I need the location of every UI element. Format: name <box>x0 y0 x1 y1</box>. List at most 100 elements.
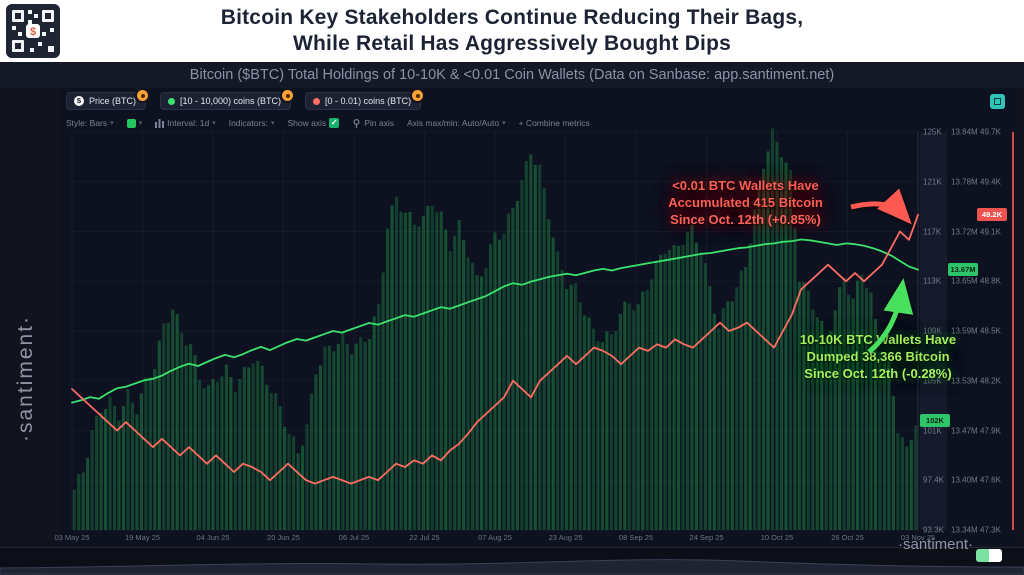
y-axis-tick-label: 13.47M <box>951 426 978 435</box>
x-axis-tick-label: 03 Nov 25 <box>900 533 936 542</box>
annotation-whale-dump: 10-10K BTC Wallets Have Dumped 38,366 Bi… <box>782 331 974 382</box>
x-axis-tick-label: 24 Sep 25 <box>689 533 724 542</box>
red-axis-accent-line[interactable] <box>1012 132 1014 530</box>
price-last-value-badge: 102K <box>920 414 950 428</box>
y-axis-tick-label: 48.2K <box>980 376 1001 386</box>
chart-canvas-background <box>62 88 1016 545</box>
show-axis-label: Show axis <box>287 118 327 128</box>
y-axis-tick-label: 49.4K <box>980 177 1001 187</box>
green-series-dot-icon <box>168 97 175 105</box>
alert-badge-icon[interactable] <box>280 88 296 103</box>
annotation-red-line1: <0.01 BTC Wallets Have <box>672 178 819 193</box>
axis-maxmin-dropdown[interactable]: Axis max/min: Auto/Auto ▾ <box>407 118 506 128</box>
annotation-retail-accumulation: <0.01 BTC Wallets Have Accumulated 415 B… <box>643 177 848 228</box>
y-axis-tick-label: 48.5K <box>980 326 1001 336</box>
x-axis-tick-label: 23 Aug 25 <box>548 533 583 542</box>
show-axis-toggle[interactable]: Show axis ✓ <box>287 118 340 128</box>
x-axis-tick-label: 07 Aug 25 <box>478 533 512 542</box>
scrubber-minimap <box>0 559 1024 575</box>
chart-toolbar: Style: Bars ▾ ▾ Interval: 1d ▾ Indicators:… <box>66 118 590 128</box>
interval-dropdown[interactable]: Interval: 1d ▾ <box>155 118 216 128</box>
x-axis-tick-label: 10 Oct 25 <box>760 533 794 542</box>
chevron-down-icon: ▾ <box>270 120 275 127</box>
y-axis-tick-label: 13.65M <box>951 276 978 286</box>
chevron-down-icon: ▾ <box>110 120 114 127</box>
y-axis-tick-label: 13.34M <box>951 525 978 535</box>
dollar-coin-icon: $ <box>74 96 84 106</box>
santiment-watermark-vertical: ·santiment· <box>14 314 37 442</box>
chart-subtitle: Bitcoin ($BTC) Total Holdings of 10-10K … <box>0 62 1024 88</box>
axis-maxmin-label: Axis max/min: Auto/Auto <box>406 118 500 128</box>
y-axis-tick-label: 47.6K <box>980 475 1001 485</box>
red-series-dot-icon <box>313 97 321 105</box>
indicators-dropdown[interactable]: Indicators: ▾ <box>229 118 275 128</box>
y-axis-tick-label: 121K <box>923 177 942 187</box>
legend-chip-lt-001[interactable]: [0 - 0.01) coins (BTC) <box>305 88 426 110</box>
combine-metrics-label: + Combine metrics <box>518 118 590 128</box>
x-axis-tick-label: 03 May 25 <box>54 533 90 542</box>
x-axis-tick-label: 22 Jul 25 <box>409 533 440 542</box>
pin-icon <box>353 118 360 128</box>
chevron-down-icon: ▾ <box>502 120 506 127</box>
y-axis-tick-label: 13.53M <box>951 376 978 386</box>
alert-badge-icon[interactable] <box>135 88 150 103</box>
y-axis-tick-label: 113K <box>923 276 942 286</box>
x-axis-tick-label: 04 Jun 25 <box>196 533 230 542</box>
style-label: Style: Bars <box>66 118 108 128</box>
x-axis-tick-label: 08 Sep 25 <box>618 533 654 542</box>
header-bar: $ Bitcoin Key Stakeholders Continue Redu… <box>0 0 1024 62</box>
y-axis-tick-label: 49.7K <box>980 127 1001 137</box>
y-axis-tick-label: 109K <box>923 326 942 336</box>
legend-chip-10-10k-label: [10 - 10,000) coins (BTC) <box>180 96 282 106</box>
annotation-red-line3: Since Oct. 12th (+0.85%) <box>670 212 821 227</box>
chevron-down-icon: ▾ <box>138 120 143 127</box>
scrubber-handle[interactable] <box>976 549 1002 562</box>
pin-axis-label: Pin axis <box>364 118 394 128</box>
y-axis-tick-label: 13.84M <box>951 127 978 137</box>
indicators-label: Indicators: <box>228 118 268 128</box>
annotation-red-line2: Accumulated 415 Bitcoin <box>668 195 823 210</box>
annotation-green-line2: Dumped 38,366 Bitcoin <box>806 349 950 364</box>
interval-label: Interval: 1d <box>167 118 210 128</box>
holdings-lt-001-last-value-badge: 49.2K <box>977 208 1007 222</box>
x-axis-tick-label: 06 Jul 25 <box>338 533 370 542</box>
y-axis-tick-label: 117K <box>923 227 942 236</box>
x-axis-tick-label: 20 Jun 25 <box>267 533 300 542</box>
y-axis-tick-label: 13.40M <box>951 475 978 485</box>
y-axis-tick-label: 48.8K <box>980 276 1001 286</box>
style-dropdown[interactable]: Style: Bars ▾ <box>66 118 114 128</box>
y-axis-tick-label: 97.4K <box>923 475 944 485</box>
annotation-green-line3: Since Oct. 12th (-0.28%) <box>804 366 952 381</box>
y-axis-tick-label: 105K <box>923 376 942 386</box>
y-axis-tick-label: 13.78M <box>951 177 978 187</box>
y-axis-tick-label: 13.72M <box>951 227 978 236</box>
price-axis-highlight <box>920 132 947 530</box>
combine-metrics-button[interactable]: + Combine metrics <box>519 118 590 128</box>
x-axis-tick-label: 19 May 25 <box>124 533 161 542</box>
legend-chip-10-10k[interactable]: [10 - 10,000) coins (BTC) <box>160 88 296 110</box>
y-axis-tick-label: 125K <box>923 127 942 137</box>
santiment-watermark-bottom: ·santiment· <box>898 536 974 553</box>
x-axis-tick-label: 26 Oct 25 <box>831 533 864 542</box>
legend-chip-lt-001-label: [0 - 0.01) coins (BTC) <box>325 96 412 106</box>
legend-chip-price[interactable]: $ Price (BTC) <box>66 88 150 110</box>
color-swatch-picker[interactable]: ▾ <box>126 118 143 128</box>
expand-chart-icon[interactable] <box>990 94 1005 109</box>
legend-chip-price-label: Price (BTC) <box>89 96 136 106</box>
checkbox-checked-icon[interactable]: ✓ <box>329 118 340 128</box>
y-axis-tick-label: 47.3K <box>980 525 1001 535</box>
y-axis-tick-label: 47.9K <box>980 426 1001 435</box>
holdings-10-10k-last-value-badge: 13.67M <box>948 263 978 277</box>
timeline-scrubber[interactable] <box>0 547 1024 575</box>
page-title-line2: While Retail Has Aggressively Bought Dip… <box>292 32 731 55</box>
page-title-line1: Bitcoin Key Stakeholders Continue Reduci… <box>220 6 804 29</box>
metric-legend: $ Price (BTC) [10 - 10,000) coins (BTC) … <box>66 88 426 110</box>
y-axis-tick-label: 101K <box>923 426 942 435</box>
annotation-green-line1: 10-10K BTC Wallets Have <box>799 332 957 347</box>
y-axis-tick-label: 49.1K <box>980 227 1001 236</box>
alert-badge-icon[interactable] <box>410 88 426 103</box>
pin-axis-button[interactable]: Pin axis <box>352 118 394 128</box>
interval-bars-icon <box>155 118 165 128</box>
y-axis-tick-label: 93.3K <box>923 525 944 535</box>
